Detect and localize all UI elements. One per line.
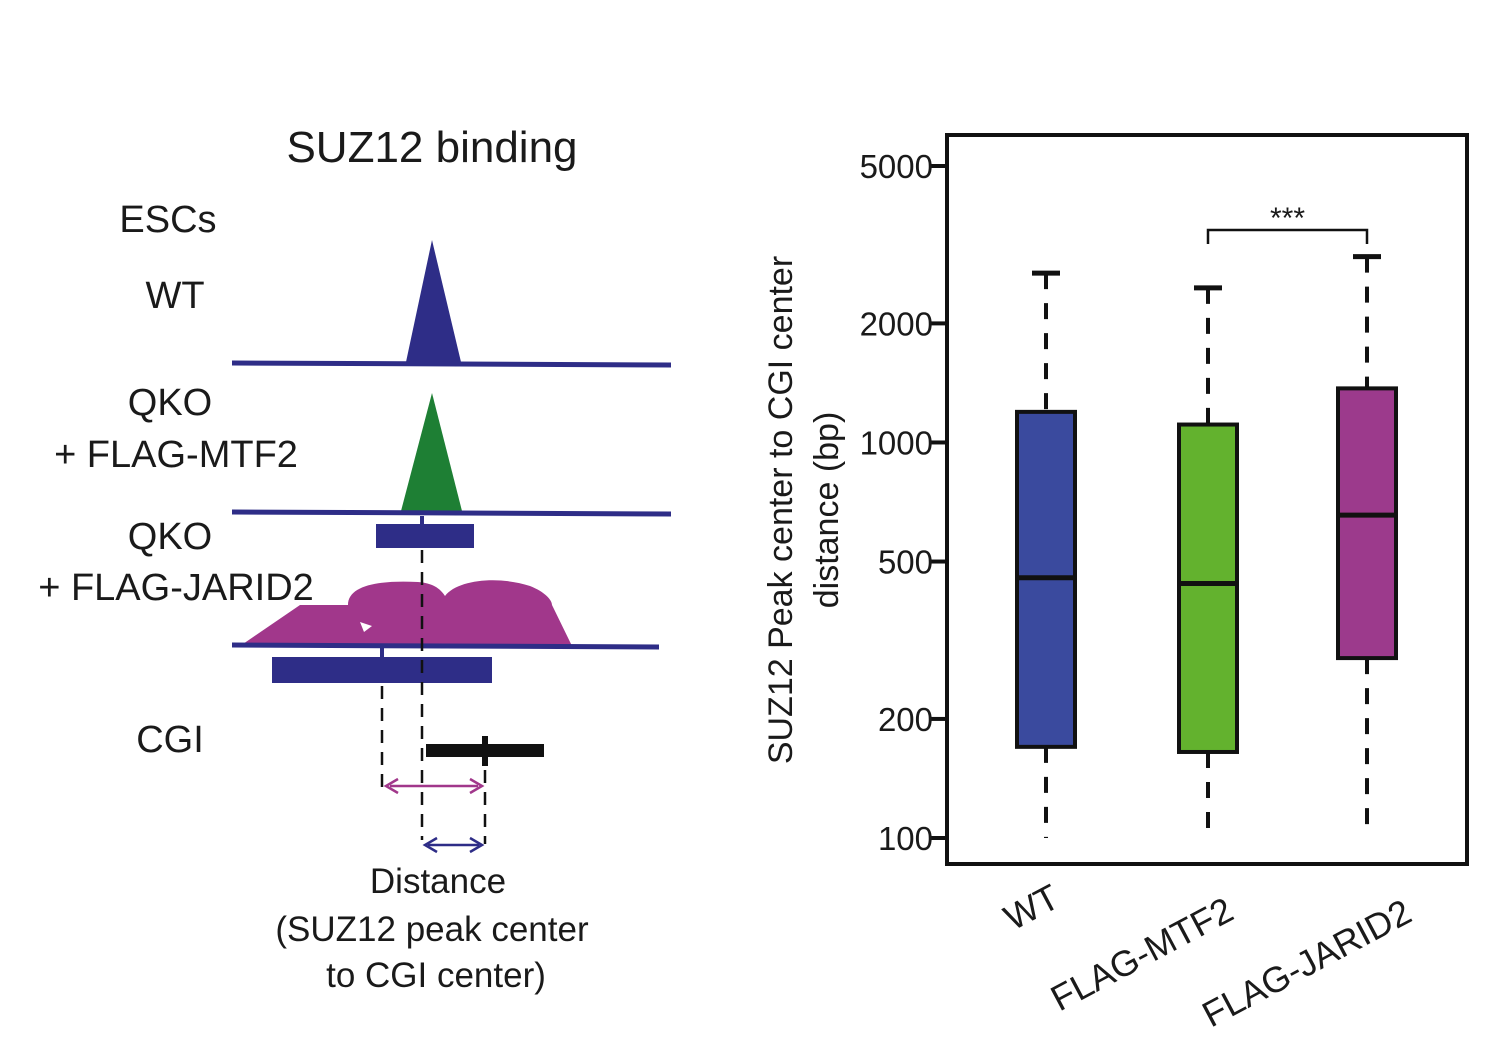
wt-track-label: WT	[145, 275, 204, 317]
significance-stars: ***	[1270, 202, 1305, 235]
distance-label-line2: (SUZ12 peak center	[275, 910, 589, 949]
mtf2-baseline	[231, 509, 672, 517]
plot-frame	[945, 133, 1469, 866]
wt-baseline	[231, 360, 672, 368]
box-wt	[1015, 270, 1077, 838]
jarid2-distance-arrow	[383, 777, 485, 795]
mtf2-peak-region-bar	[376, 524, 474, 548]
mtf2-distance-arrow	[422, 836, 485, 854]
mtf2-track-label-line2: + FLAG-MTF2	[54, 434, 298, 476]
cgi-label: CGI	[136, 719, 204, 761]
significance-bracket	[1206, 228, 1369, 244]
jarid2-peak	[240, 580, 572, 646]
mtf2-peak	[401, 393, 462, 511]
jarid2-baseline	[231, 642, 660, 650]
boxes-layer	[1015, 254, 1398, 838]
wt-peak	[406, 240, 461, 362]
escs-label: ESCs	[119, 199, 216, 241]
y-tick-label: 100	[878, 820, 933, 857]
jarid2-track-label-line2: + FLAG-JARID2	[38, 567, 314, 609]
jarid2-track-label-line1: QKO	[128, 516, 212, 558]
boxplot-chart: SUZ12 Peak center to CGI center distance…	[762, 133, 1469, 1035]
y-tick-label: 500	[878, 544, 933, 581]
y-axis-ticks: 100 200 500 1000 2000 5000	[860, 148, 947, 857]
y-tick-label: 1000	[860, 424, 933, 461]
x-tick-label: WT	[997, 876, 1066, 938]
box-flag-mtf2	[1177, 285, 1239, 838]
y-axis-label-line2: distance (bp)	[808, 412, 846, 609]
distance-label-line3: to CGI center)	[326, 956, 546, 995]
y-tick-label: 2000	[860, 305, 933, 342]
significance-annotation: ***	[1206, 202, 1369, 244]
y-tick-label: 200	[878, 701, 933, 738]
iqr-box	[1177, 422, 1239, 754]
binding-schematic: SUZ12 binding ESCs WT QKO + FLAG-MTF2 QK…	[38, 123, 672, 995]
box-flag-jarid2	[1336, 254, 1398, 838]
jarid2-peak-region-bar	[272, 657, 492, 683]
schematic-title: SUZ12 binding	[286, 123, 577, 172]
y-axis-label-line1: SUZ12 Peak center to CGI center	[762, 256, 800, 764]
distance-label-line1: Distance	[370, 862, 506, 901]
y-tick-label: 5000	[860, 148, 933, 185]
jarid2-peak-notch	[360, 622, 372, 632]
mtf2-track-label-line1: QKO	[128, 382, 212, 424]
iqr-box	[1336, 386, 1398, 661]
